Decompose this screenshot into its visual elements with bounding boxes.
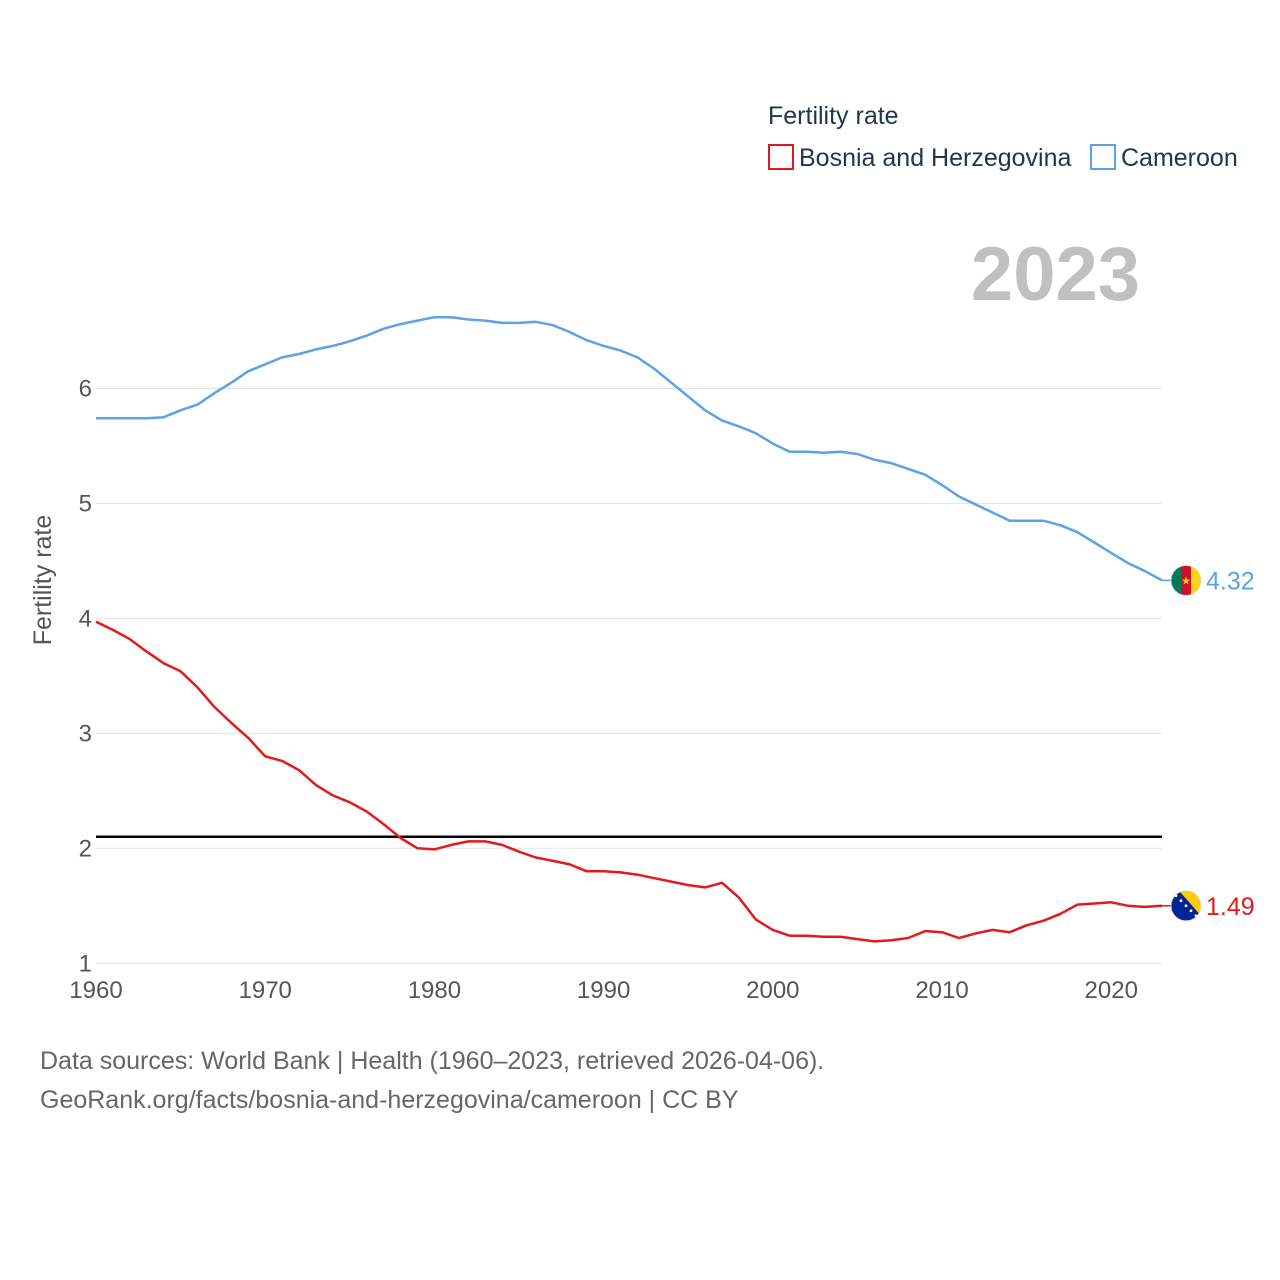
x-tick-label-1980: 1980 bbox=[408, 977, 461, 1004]
legend-swatch-bosnia bbox=[768, 144, 794, 170]
x-tick-label-2020: 2020 bbox=[1085, 977, 1138, 1004]
legend-title: Fertility rate bbox=[768, 102, 899, 130]
x-tick-label-1990: 1990 bbox=[577, 977, 630, 1004]
y-axis-title: Fertility rate bbox=[29, 515, 57, 646]
legend-swatch-cameroon bbox=[1090, 144, 1116, 170]
fertility-rate-chart: 1 2 3 4 5 6 1960 1970 1980 1990 2000 2010 2020 Fert… bbox=[29, 102, 1255, 1004]
y-tick-label-6: 6 bbox=[79, 375, 92, 402]
source-note: Data sources: World Bank | Health (1960–… bbox=[40, 1042, 824, 1120]
series-layer: 1.49 ★ 4.32 bbox=[95, 315, 1255, 943]
end-value-label-cameroon: 4.32 bbox=[1206, 567, 1255, 595]
x-axis-ticks: 1960 1970 1980 1990 2000 2010 2020 bbox=[69, 977, 1138, 1004]
gridlines bbox=[96, 387, 1162, 964]
y-tick-label-2: 2 bbox=[79, 835, 92, 862]
x-tick-label-2000: 2000 bbox=[746, 977, 799, 1004]
bosnia-flag-icon bbox=[1170, 890, 1202, 922]
y-tick-label-1: 1 bbox=[79, 950, 92, 977]
x-tick-label-1960: 1960 bbox=[69, 977, 122, 1004]
y-tick-label-4: 4 bbox=[79, 605, 92, 632]
legend-item-bosnia[interactable]: Bosnia and Herzegovina bbox=[768, 144, 1071, 172]
cameroon-flag-icon: ★ bbox=[1170, 565, 1202, 596]
series-line-bosnia bbox=[95, 620, 1163, 943]
legend-label-cameroon: Cameroon bbox=[1121, 144, 1238, 172]
y-tick-label-5: 5 bbox=[79, 490, 92, 517]
end-value-label-bosnia: 1.49 bbox=[1206, 893, 1255, 921]
y-tick-label-3: 3 bbox=[79, 720, 92, 747]
legend-label-bosnia: Bosnia and Herzegovina bbox=[799, 144, 1071, 172]
source-line-1: Data sources: World Bank | Health (1960–… bbox=[40, 1047, 825, 1075]
series-line-cameroon bbox=[96, 315, 1163, 582]
year-watermark: 2023 bbox=[971, 232, 1140, 317]
x-tick-label-2010: 2010 bbox=[915, 977, 968, 1004]
x-tick-label-1970: 1970 bbox=[239, 977, 292, 1004]
source-line-2: GeoRank.org/facts/bosnia-and-herzegovina… bbox=[40, 1086, 739, 1114]
legend-item-cameroon[interactable]: Cameroon bbox=[1090, 144, 1238, 172]
y-axis-ticks: 1 2 3 4 5 6 bbox=[79, 375, 92, 977]
legend[interactable]: Fertility rate Bosnia and Herzegovina Ca… bbox=[768, 102, 1238, 172]
svg-text:★: ★ bbox=[1181, 574, 1191, 587]
